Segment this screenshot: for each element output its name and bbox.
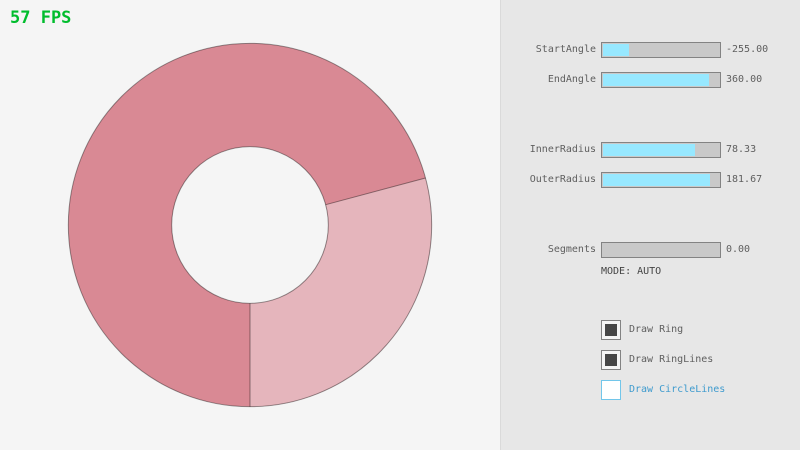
endangle-slider-fill [603,74,710,86]
ring-hole [171,146,329,304]
ring-light-sector [250,178,432,407]
control-panel: StartAngle -255.00 EndAngle 360.00 Inner… [500,0,800,450]
render-area: 57 FPS [10,8,433,408]
slider-row-endangle: EndAngle 360.00 [501,70,800,90]
endangle-slider[interactable] [601,72,721,88]
slider-row-startangle: StartAngle -255.00 [501,40,800,60]
segments-slider[interactable] [601,242,721,258]
ring-outer-outline [67,42,433,408]
ring-start-angle-line [325,177,426,206]
startangle-slider-fill [603,44,629,56]
fps-counter: 57 FPS [10,8,72,28]
ring-inner-outline [171,146,329,304]
draw-circlelines-checkbox-box[interactable] [601,380,621,400]
outerradius-value: 181.67 [726,174,763,185]
slider-row-innerradius: InnerRadius 78.33 [501,140,800,160]
startangle-label: StartAngle [535,44,596,55]
slider-row-outerradius: OuterRadius 181.67 [501,170,800,190]
slider-row-segments: Segments 0.00 [501,240,800,260]
segments-label: Segments [547,244,596,255]
draw-ring-checkbox-label: Draw Ring [629,324,684,335]
outerradius-slider-fill [603,174,711,186]
innerradius-slider[interactable] [601,142,721,158]
endangle-label: EndAngle [547,74,596,85]
draw-ringlines-checkbox-label: Draw RingLines [629,354,714,365]
endangle-value: 360.00 [726,74,763,85]
draw-ringlines-checkbox-box[interactable] [601,350,621,370]
ring-canvas [67,42,433,408]
startangle-slider[interactable] [601,42,721,58]
innerradius-label: InnerRadius [529,144,596,155]
outerradius-slider[interactable] [601,172,721,188]
innerradius-slider-fill [603,144,696,156]
innerradius-value: 78.33 [726,144,757,155]
draw-circlelines-checkbox-label: Draw CircleLines [629,384,726,395]
draw-ring-checkbox-box[interactable] [601,320,621,340]
startangle-value: -255.00 [726,44,769,55]
segments-value: 0.00 [726,244,751,255]
outerradius-label: OuterRadius [529,174,596,185]
mode-label: MODE: AUTO [601,266,662,277]
